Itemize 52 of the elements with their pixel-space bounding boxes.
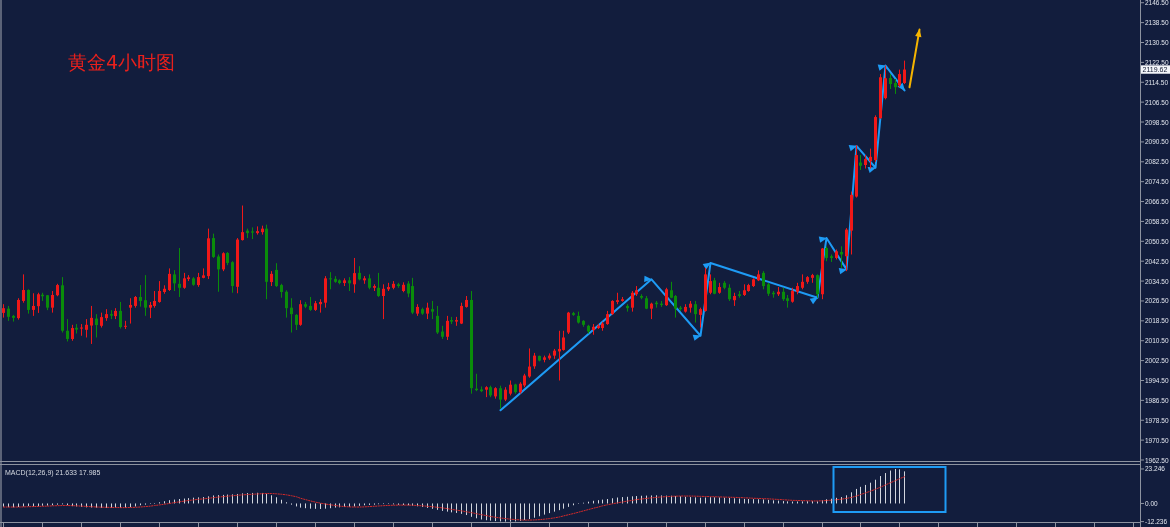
candlestick (528, 347, 531, 379)
candlestick (241, 205, 244, 242)
candlestick (139, 284, 142, 308)
candlestick (37, 292, 40, 314)
candlestick (285, 289, 288, 319)
candlestick (382, 283, 385, 320)
candlestick (377, 272, 380, 298)
candlestick (762, 270, 765, 290)
candlestick (144, 274, 147, 317)
candlestick (329, 271, 332, 290)
candlestick (699, 307, 702, 329)
candlestick (17, 297, 20, 321)
candlestick (231, 260, 234, 294)
candlestick (299, 299, 302, 327)
candlestick (903, 60, 906, 85)
candlestick (178, 247, 181, 298)
candlestick (431, 300, 434, 320)
candlestick (275, 262, 278, 288)
candlestick (51, 290, 54, 314)
candlestick (869, 148, 872, 169)
candlestick (27, 288, 30, 315)
candlestick (436, 305, 439, 335)
candlestick (95, 313, 98, 338)
candlestick (66, 318, 69, 342)
candlestick (32, 292, 35, 317)
candlestick (22, 273, 25, 304)
text: 黄金4小时图 (68, 51, 176, 73)
candlestick (674, 294, 677, 319)
candlestick (90, 305, 93, 345)
candlestick (694, 300, 697, 324)
candlestick (217, 253, 220, 293)
candlestick (80, 323, 83, 337)
candlestick (884, 65, 887, 100)
candlestick (816, 273, 819, 299)
candlestick (353, 257, 356, 294)
candlestick (85, 318, 88, 338)
candlestick (158, 280, 161, 304)
candlestick (631, 290, 634, 313)
candlestick (290, 297, 293, 334)
candlestick (562, 330, 565, 352)
candlestick (709, 273, 712, 295)
candlestick (499, 385, 502, 410)
candlestick (168, 267, 171, 292)
candlestick (119, 301, 122, 330)
candlestick (222, 251, 225, 272)
candlestick (129, 297, 132, 325)
candlestick (665, 287, 668, 307)
candlestick (567, 311, 570, 335)
line-series (3, 476, 905, 521)
candlestick (446, 315, 449, 341)
candlestick (173, 269, 176, 292)
candlestick (212, 233, 215, 259)
